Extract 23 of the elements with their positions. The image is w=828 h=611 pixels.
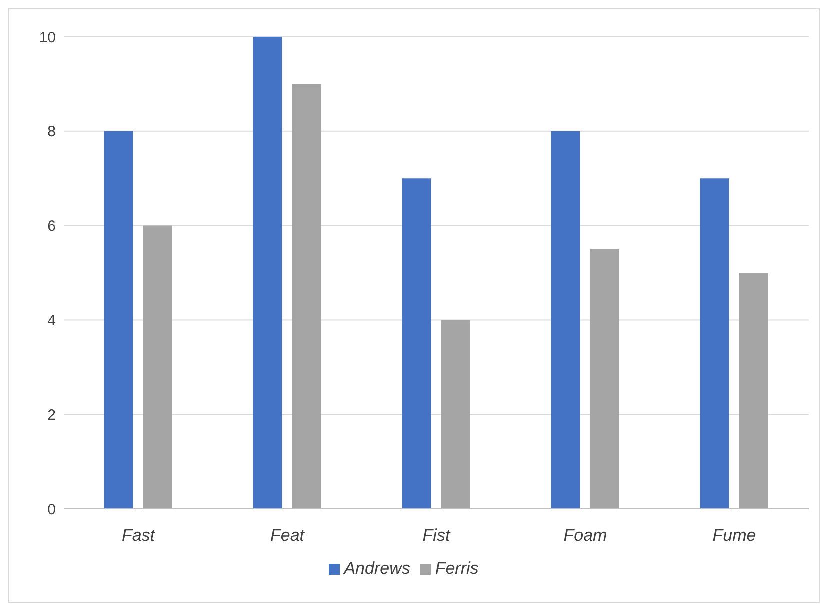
y-tick-label: 8	[48, 124, 56, 141]
y-tick-label: 4	[48, 312, 56, 330]
bar	[739, 273, 768, 509]
bar	[700, 178, 730, 509]
bar	[402, 178, 432, 509]
y-tick-label: 2	[48, 406, 56, 424]
bar	[104, 131, 134, 509]
bar	[590, 249, 620, 509]
y-tick-label: 0	[48, 501, 56, 518]
bar	[551, 131, 580, 509]
bar	[292, 84, 322, 509]
x-tick-label: Feat	[270, 526, 306, 546]
legend-label: Andrews	[344, 559, 410, 578]
y-tick-label: 6	[48, 218, 56, 236]
legend-label: Ferris	[435, 559, 479, 578]
x-tick-label: Fume	[712, 526, 756, 546]
bar	[441, 320, 470, 509]
y-tick-label: 10	[39, 29, 56, 46]
x-tick-label: Fist	[422, 526, 452, 546]
bar	[253, 37, 282, 509]
x-tick-label: Foam	[564, 526, 608, 546]
bar	[143, 226, 172, 509]
x-tick-label: Fast	[122, 526, 156, 546]
